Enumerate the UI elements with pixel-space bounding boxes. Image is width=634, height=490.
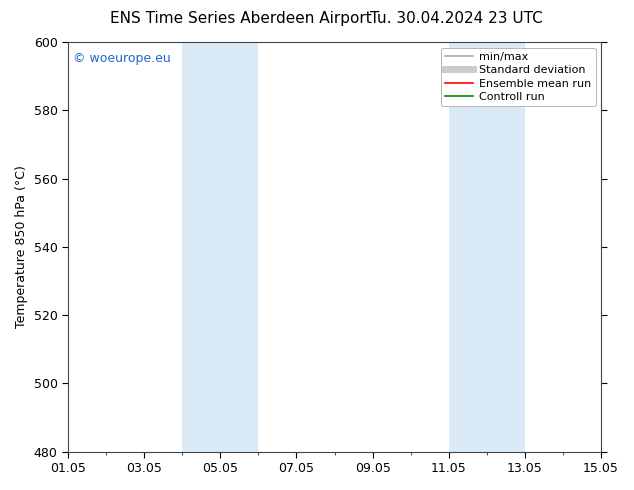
Text: ENS Time Series Aberdeen Airport: ENS Time Series Aberdeen Airport <box>110 11 372 26</box>
Text: Tu. 30.04.2024 23 UTC: Tu. 30.04.2024 23 UTC <box>370 11 543 26</box>
Bar <box>449 42 525 452</box>
Text: © woeurope.eu: © woeurope.eu <box>74 52 171 65</box>
Legend: min/max, Standard deviation, Ensemble mean run, Controll run: min/max, Standard deviation, Ensemble me… <box>441 48 595 106</box>
Bar <box>182 42 259 452</box>
Y-axis label: Temperature 850 hPa (°C): Temperature 850 hPa (°C) <box>15 166 28 328</box>
